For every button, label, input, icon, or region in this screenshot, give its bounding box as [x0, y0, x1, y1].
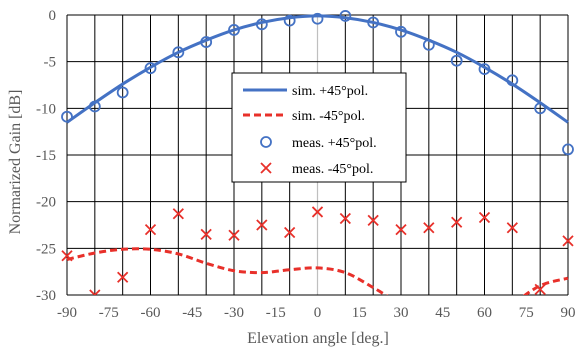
data-point-x	[117, 271, 129, 283]
series-line-1	[66, 247, 569, 295]
data-point-circle	[144, 62, 157, 75]
data-point-x	[172, 208, 184, 220]
data-point-circle	[478, 63, 491, 76]
x-tick-label: -90	[57, 305, 77, 321]
data-point-circle	[311, 12, 324, 25]
y-tick-label: 0	[49, 8, 57, 24]
data-point-circle	[450, 54, 463, 67]
y-tick-label: -30	[36, 288, 56, 304]
ticks: 0-5-10-15-20-25-30-90 -75 -60 -45 -30 -15 0 15 3…	[36, 8, 576, 321]
data-point-circle	[88, 100, 101, 113]
y-tick-label: -15	[36, 148, 56, 164]
data-point-circle	[283, 14, 296, 27]
x-tick-label: -15	[266, 305, 286, 321]
data-point-x	[228, 229, 240, 241]
x-tick-label: 60	[477, 305, 492, 321]
data-point-circle	[562, 143, 574, 156]
data-point-circle	[200, 36, 213, 48]
y-axis-title: Normarized Gain [dB]	[7, 90, 24, 235]
legend: sim. +45°pol. sim. -45°pol. meas. +45°po…	[231, 72, 407, 183]
x-tick-label: -30	[224, 305, 244, 321]
y-tick-label: -25	[36, 241, 56, 257]
data-point-x	[562, 235, 574, 247]
data-point-x	[506, 222, 518, 234]
plot-area	[61, 10, 574, 295]
x-tick-label: -60	[141, 305, 161, 321]
x-tick-label: 75	[519, 305, 534, 321]
x-tick-label: 45	[435, 305, 450, 321]
data-point-x	[367, 214, 379, 226]
data-point-circle	[61, 110, 73, 123]
data-point-x	[339, 212, 351, 225]
x-tick-label: 0	[314, 305, 322, 321]
data-point-x	[144, 224, 157, 236]
x-tick-label: -75	[99, 305, 119, 321]
data-point-circle	[422, 38, 435, 51]
data-point-x	[534, 283, 546, 295]
x-tick-label: 30	[394, 305, 409, 321]
data-point-x	[423, 222, 435, 234]
data-point-x	[395, 224, 407, 236]
data-point-x	[284, 226, 296, 239]
x-tick-label: 90	[561, 305, 576, 321]
data-point-circle	[255, 18, 268, 31]
legend-label-sim-minus45: sim. -45°pol.	[292, 109, 365, 124]
data-point-x	[451, 216, 463, 228]
x-tick-label: 15	[352, 305, 367, 321]
y-tick-label: -5	[44, 55, 57, 71]
data-point-circle	[534, 102, 547, 115]
series-line-0	[66, 14, 569, 124]
data-point-x	[478, 211, 491, 224]
data-point-circle	[228, 24, 240, 36]
legend-label-meas-minus45: meas. -45°pol.	[292, 162, 373, 177]
data-point-circle	[339, 10, 352, 22]
x-tick-label: -45	[182, 305, 202, 321]
data-point-circle	[116, 86, 129, 99]
data-point-x	[89, 289, 101, 295]
data-point-x	[256, 219, 268, 231]
x-axis-title: Elevation angle [deg.]	[247, 330, 389, 347]
data-point-x	[61, 250, 73, 262]
data-point-x	[311, 206, 324, 218]
data-point-circle	[395, 25, 407, 38]
data-point-x	[200, 228, 212, 240]
data-point-circle	[506, 74, 519, 87]
legend-swatch-meas-minus45	[260, 162, 272, 174]
legend-label-sim-plus45: sim. +45°pol.	[292, 84, 368, 99]
legend-swatch-meas-plus45	[260, 136, 272, 148]
y-tick-label: -20	[36, 195, 56, 211]
data-point-circle	[172, 46, 185, 59]
legend-label-meas-plus45: meas. +45°pol.	[292, 136, 377, 151]
y-tick-label: -10	[36, 101, 56, 117]
data-point-circle	[367, 16, 380, 29]
